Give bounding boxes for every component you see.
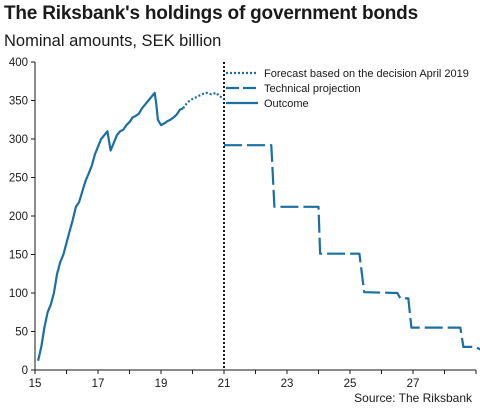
series-line-dotted <box>182 91 225 109</box>
y-tick-label: 250 <box>9 173 28 185</box>
x-axis-ticks: 15 17 19 21 23 25 27 <box>29 370 477 390</box>
legend-label: Technical projection <box>264 83 361 95</box>
series-lines <box>37 91 480 362</box>
y-tick-label: 0 <box>22 365 28 377</box>
x-tick-label: 17 <box>92 378 105 390</box>
y-tick-label: 300 <box>9 134 28 146</box>
x-tick-label: 25 <box>344 378 357 390</box>
x-tick-label: 27 <box>407 378 420 390</box>
legend-label: Outcome <box>264 98 309 110</box>
y-tick-label: 350 <box>9 96 28 108</box>
x-tick-label: 15 <box>29 378 42 390</box>
legend: Forecast based on the decision April 201… <box>226 68 469 110</box>
source-note: Source: The Riksbank <box>354 391 472 405</box>
series-line-solid <box>37 91 184 362</box>
y-tick-label: 400 <box>9 57 28 69</box>
y-axis-ticks: 0 50 100 150 200 250 300 350 400 <box>9 57 35 377</box>
chart-subtitle: Nominal amounts, SEK billion <box>4 32 222 50</box>
x-tick-label: 21 <box>218 378 231 390</box>
x-tick-label: 23 <box>281 378 294 390</box>
series-line-dashed <box>224 144 480 351</box>
y-tick-label: 200 <box>9 211 28 223</box>
x-tick-label: 19 <box>155 378 168 390</box>
y-tick-label: 150 <box>9 250 28 262</box>
legend-label: Forecast based on the decision April 201… <box>264 68 469 80</box>
y-tick-label: 100 <box>9 288 28 300</box>
y-tick-label: 50 <box>15 327 28 339</box>
chart-title: The Riksbank's holdings of government bo… <box>4 3 418 24</box>
